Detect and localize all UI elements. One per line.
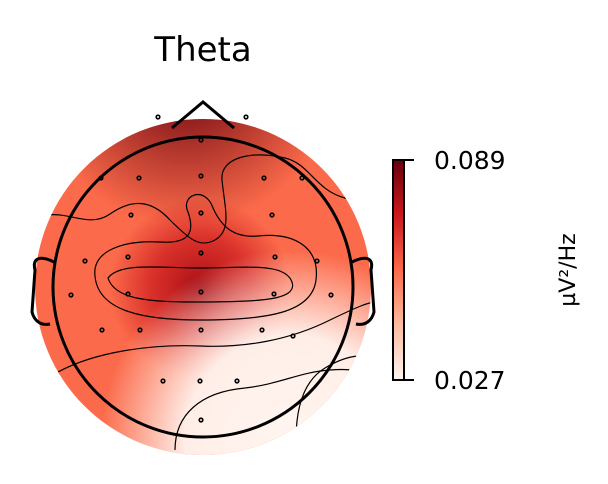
sensor-dot (290, 333, 296, 339)
topomap-field (35, 119, 371, 455)
contour-line (107, 266, 294, 303)
sensor-markers (68, 114, 334, 423)
sensor-dot (68, 292, 74, 298)
sensor-dot (198, 327, 204, 333)
sensor-dot (160, 378, 166, 384)
sensor-dot (198, 210, 204, 216)
sensor-dot (155, 114, 161, 120)
sensor-dot (299, 175, 305, 181)
sensor-dot (272, 254, 278, 260)
colorbar-max-label: 0.089 (434, 146, 506, 175)
contour-line (94, 194, 317, 321)
sensor-dot (198, 173, 204, 179)
sensor-dot (98, 175, 104, 181)
sensor-dot (125, 254, 131, 260)
sensor-dot (243, 114, 249, 120)
sensor-dot (198, 417, 204, 423)
sensor-dot (197, 378, 203, 384)
sensor-dot (198, 289, 204, 295)
sensor-dot (261, 175, 267, 181)
sensor-dot (137, 327, 143, 333)
sensor-dot (269, 212, 275, 218)
sensor-dot (328, 292, 334, 298)
sensor-dot (198, 250, 204, 256)
sensor-dot (136, 175, 142, 181)
sensor-dot (128, 212, 134, 218)
contour-line (47, 154, 371, 244)
sensor-dot (259, 327, 265, 333)
sensor-dot (125, 291, 131, 297)
colorbar: 0.089 0.027 µV²/Hz (392, 146, 581, 395)
sensor-dot (234, 378, 240, 384)
left-ear-outline (30, 256, 55, 326)
sensor-dot (99, 327, 105, 333)
sensor-dot (271, 291, 277, 297)
head-outline (30, 100, 376, 439)
head-circle (51, 135, 355, 439)
colorbar-min-label: 0.027 (434, 366, 506, 395)
colorbar-gradient (392, 159, 405, 381)
colorbar-unit-label: µV²/Hz (556, 233, 581, 306)
sensor-dot (314, 258, 320, 264)
sensor-dot (82, 258, 88, 264)
chart-title: Theta (153, 30, 251, 70)
sensor-dot (198, 137, 204, 143)
right-ear-outline (351, 256, 376, 326)
nose-outline (171, 100, 235, 130)
